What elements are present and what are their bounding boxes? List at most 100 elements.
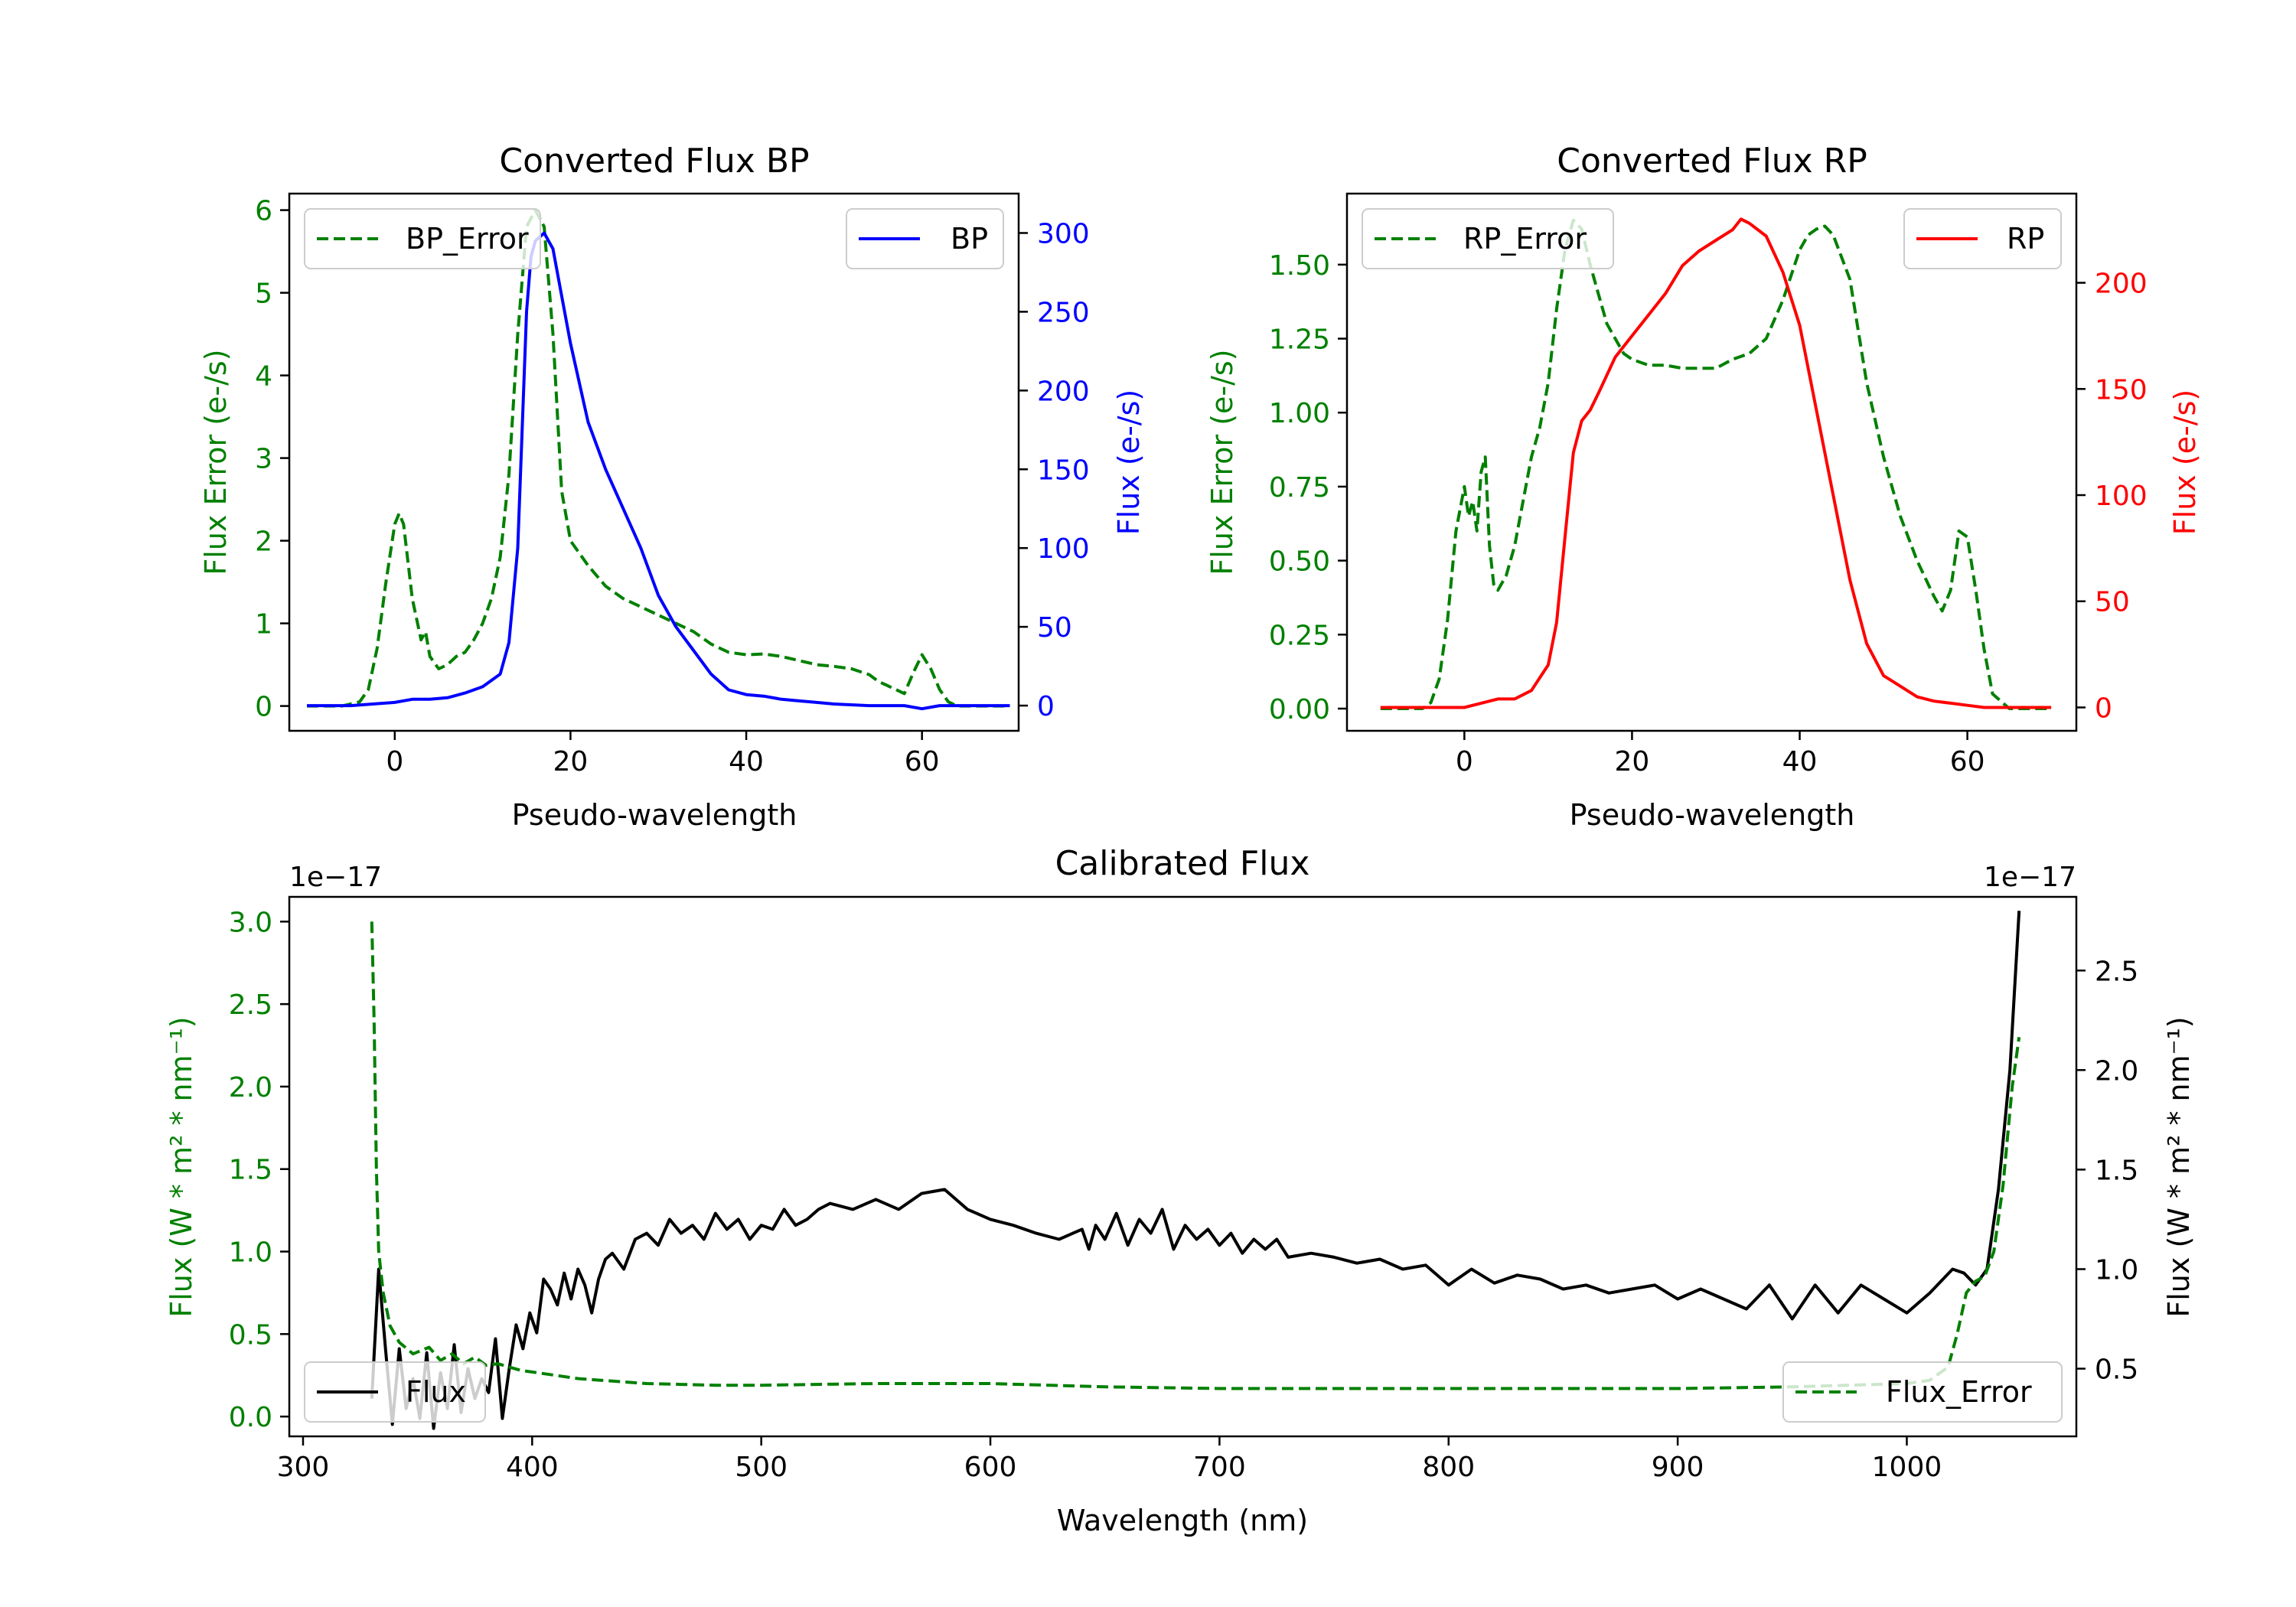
y-right-tick-label: 100: [1037, 533, 1090, 565]
y-left-tick-label: 0.5: [229, 1319, 272, 1351]
x-tick-label: 900: [1652, 1452, 1704, 1483]
chart-rp-rticks: 0 50 100 150 200: [2076, 269, 2148, 724]
x-tick-label: 60: [905, 746, 940, 777]
x-tick-label: 500: [735, 1452, 788, 1483]
y-left-tick-label: 1.00: [1269, 398, 1330, 429]
x-tick-label: 20: [1615, 746, 1650, 777]
y-left-tick-label: 0.0: [229, 1402, 272, 1433]
x-tick-label: 300: [277, 1452, 330, 1483]
y-right-tick-label: 0: [1037, 691, 1055, 722]
chart-cal-offset-right: 1e−17: [1984, 862, 2076, 893]
chart-cal-xlabel: Wavelength (nm): [1057, 1504, 1308, 1537]
y-left-tick-label: 1.5: [229, 1155, 272, 1186]
y-right-tick-label: 200: [1037, 376, 1090, 407]
y-left-tick-label: 1.0: [229, 1237, 272, 1269]
chart-cal-frame: [288, 895, 2078, 1438]
chart-cal-xticks: 300 400 500 600 700 800 900 1000: [277, 1436, 1942, 1483]
chart-cal-ylabel-right: Flux (W * m² * nm⁻¹): [2162, 1016, 2196, 1317]
chart-bp-lticks: 0 1 2 3 4 5 6: [255, 196, 289, 723]
chart-rp-frame: [1345, 192, 2078, 732]
chart-bp-xlabel: Pseudo-wavelength: [512, 798, 797, 832]
y-right-tick-label: 1.0: [2095, 1254, 2138, 1286]
y-right-tick-label: 0.5: [2095, 1354, 2138, 1386]
y-left-tick-label: 3: [255, 444, 272, 475]
x-tick-label: 40: [1782, 746, 1818, 777]
chart-cal-legend-right: Flux_Error: [1782, 1361, 2063, 1423]
x-tick-label: 0: [1456, 746, 1473, 777]
y-right-tick-label: 50: [1037, 612, 1072, 644]
y-right-tick-label: 2.5: [2095, 956, 2138, 987]
chart-rp-xticks: 0 20 40 60: [1456, 731, 1985, 777]
y-right-tick-label: 50: [2095, 587, 2130, 618]
chart-bp-rticks: 0 50 100 150 200 250 300: [1019, 218, 1090, 722]
x-tick-label: 800: [1422, 1452, 1475, 1483]
legend-rp-label: RP: [2007, 222, 2044, 256]
series-flux-line: [370, 911, 2021, 1430]
series-flux-error-line: [370, 921, 2021, 1390]
y-right-tick-label: 250: [1037, 297, 1090, 328]
x-tick-label: 60: [1950, 746, 1985, 777]
legend-bp-label: BP: [951, 222, 988, 256]
chart-rp: Converted Flux RP 0 20 40 60 0.000.250.500.…: [1205, 142, 2202, 832]
chart-rp-plot: [1380, 217, 2052, 710]
x-tick-label: 700: [1193, 1452, 1246, 1483]
x-tick-label: 600: [964, 1452, 1017, 1483]
chart-rp-legend-right: RP: [1903, 208, 2062, 269]
series-rp-line: [1380, 217, 2052, 709]
legend-rp-error-label: RP_Error: [1463, 222, 1587, 256]
x-tick-label: 40: [729, 746, 764, 777]
chart-rp-lticks: 0.00 0.25 0.50 0.75 1.00 1.25 1.50: [1269, 250, 1347, 725]
chart-cal-title: Calibrated Flux: [1055, 844, 1310, 883]
chart-bp-xticks: 0 20 40 60: [386, 731, 940, 777]
y-right-tick-label: 200: [2095, 269, 2148, 300]
y-left-tick-label: 0.75: [1269, 472, 1330, 504]
series-rp-error-line: [1380, 218, 2052, 710]
chart-rp-title: Converted Flux RP: [1557, 142, 1867, 181]
legend-flux-error-label: Flux_Error: [1886, 1375, 2032, 1409]
series-bp-error-line: [307, 208, 1010, 708]
y-right-tick-label: 300: [1037, 218, 1090, 249]
chart-bp-title: Converted Flux BP: [499, 142, 809, 181]
y-left-tick-label: 1: [255, 609, 272, 641]
y-left-tick-label: 2: [255, 526, 272, 558]
chart-bp-legend-right: BP: [846, 208, 1004, 269]
chart-rp-ylabel-right: Flux (e-/s): [2168, 390, 2202, 535]
chart-cal-legend-left: Flux: [304, 1361, 486, 1423]
y-left-tick-label: 4: [255, 361, 272, 393]
chart-cal-lticks: 0.0 0.5 1.0 1.5 2.0 2.5 3.0: [229, 907, 289, 1433]
y-left-tick-label: 3.0: [229, 907, 272, 938]
y-right-tick-label: 0: [2095, 693, 2112, 724]
chart-bp-plot: [307, 208, 1010, 711]
chart-bp: Converted Flux BP 0 20 40 60 0 1 2 3 4 5 6 0 50 100…: [199, 142, 1146, 832]
x-tick-label: 400: [506, 1452, 559, 1483]
y-right-tick-label: 150: [2095, 374, 2148, 406]
y-right-tick-label: 2.0: [2095, 1055, 2138, 1087]
chart-rp-legend-left: RP_Error: [1362, 208, 1614, 269]
chart-bp-ylabel-left: Flux Error (e-/s): [199, 349, 233, 575]
y-left-tick-label: 1.25: [1269, 324, 1330, 356]
y-left-tick-label: 0.50: [1269, 546, 1330, 578]
legend-bp-error-label: BP_Error: [406, 222, 529, 256]
y-right-tick-label: 150: [1037, 455, 1090, 486]
chart-bp-legend-left: BP_Error: [304, 208, 541, 269]
y-left-tick-label: 0.00: [1269, 694, 1330, 725]
y-right-tick-label: 100: [2095, 481, 2148, 512]
y-left-tick-label: 2.0: [229, 1072, 272, 1103]
y-left-tick-label: 2.5: [229, 989, 272, 1021]
y-left-tick-label: 5: [255, 279, 272, 310]
x-tick-label: 0: [386, 746, 403, 777]
legend-flux-label: Flux: [406, 1375, 466, 1409]
chart-rp-xlabel: Pseudo-wavelength: [1570, 798, 1855, 832]
chart-cal-ylabel-left: Flux (W * m² * nm⁻¹): [165, 1016, 198, 1317]
chart-cal-rticks: 0.5 1.0 1.5 2.0 2.5: [2076, 956, 2138, 1386]
y-left-tick-label: 6: [255, 196, 272, 227]
chart-rp-ylabel-left: Flux Error (e-/s): [1205, 349, 1239, 575]
y-left-tick-label: 0: [255, 692, 272, 723]
y-left-tick-label: 0.25: [1269, 620, 1330, 651]
y-right-tick-label: 1.5: [2095, 1155, 2138, 1186]
y-left-tick-label: 1.50: [1269, 250, 1330, 282]
x-tick-label: 20: [553, 746, 589, 777]
chart-cal-offset-left: 1e−17: [289, 862, 382, 893]
chart-bp-ylabel-right: Flux (e-/s): [1112, 390, 1146, 535]
